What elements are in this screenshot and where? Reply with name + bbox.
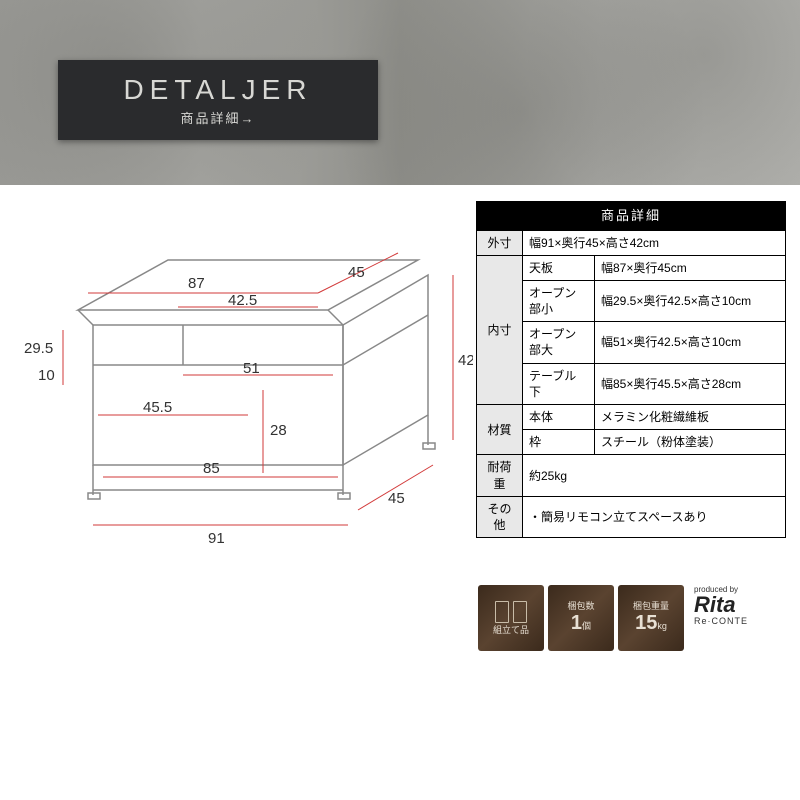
spec-sub: 天板 bbox=[523, 255, 595, 280]
tool-icon bbox=[495, 601, 509, 623]
dim-inner-w: 45.5 bbox=[143, 399, 172, 416]
spec-cat: 耐荷重 bbox=[477, 455, 523, 496]
spec-sub: 枠 bbox=[523, 430, 595, 455]
badge-package-count: 梱包数 1個 bbox=[548, 585, 614, 651]
dimension-drawing: 87 42.5 45 29.5 10 51 45.5 85 28 91 45 4… bbox=[18, 215, 473, 555]
badge-row: 組立て品 梱包数 1個 梱包重量 15kg produced by Rita R… bbox=[478, 585, 748, 651]
dim-shelf: 51 bbox=[243, 360, 260, 377]
brand-name: Rita bbox=[694, 594, 748, 616]
dim-depth: 45 bbox=[388, 490, 405, 507]
badge-assembly: 組立て品 bbox=[478, 585, 544, 651]
dim-under-h: 28 bbox=[270, 422, 287, 439]
spec-sub: オープン部大 bbox=[523, 322, 595, 363]
spec-val: 幅91×奥行45×高さ42cm bbox=[523, 230, 786, 255]
badge-top: 梱包重量 bbox=[633, 601, 669, 612]
banner-image: DETALJER 商品詳細→ bbox=[0, 0, 800, 185]
badge-package-weight: 梱包重量 15kg bbox=[618, 585, 684, 651]
dim-total-w: 91 bbox=[208, 530, 225, 547]
spec-val: 幅29.5×奥行42.5×高さ10cm bbox=[595, 280, 786, 321]
spec-val: 約25kg bbox=[523, 455, 786, 496]
badge-num: 1 bbox=[571, 612, 582, 634]
tool-icon bbox=[513, 601, 527, 623]
badge-unit: 個 bbox=[582, 621, 591, 631]
spec-cat: その他 bbox=[477, 496, 523, 537]
dim-top-width: 87 bbox=[188, 275, 205, 292]
brand-block: produced by Rita Re·CONTE bbox=[694, 585, 748, 626]
spec-val: スチール（粉体塗装） bbox=[595, 430, 786, 455]
dim-left-h2: 10 bbox=[38, 367, 55, 384]
dim-left-h1: 29.5 bbox=[24, 340, 53, 357]
spec-sub: オープン部小 bbox=[523, 280, 595, 321]
content-area: 87 42.5 45 29.5 10 51 45.5 85 28 91 45 4… bbox=[0, 185, 800, 800]
spec-val: メラミン化粧繊維板 bbox=[595, 405, 786, 430]
dim-top-mid: 42.5 bbox=[228, 292, 257, 309]
detaljer-sign: DETALJER 商品詳細→ bbox=[58, 60, 378, 140]
spec-val: 幅85×奥行45.5×高さ28cm bbox=[595, 363, 786, 404]
dim-total-h: 42 bbox=[458, 352, 473, 369]
spec-cat: 外寸 bbox=[477, 230, 523, 255]
badge-top: 梱包数 bbox=[567, 601, 594, 612]
spec-val: 幅87×奥行45cm bbox=[595, 255, 786, 280]
dim-top-right: 45 bbox=[348, 264, 365, 281]
dim-inner-bottom: 85 bbox=[203, 460, 220, 477]
spec-cat: 材質 bbox=[477, 405, 523, 455]
badge-num: 15 bbox=[635, 612, 657, 634]
spec-val: 幅51×奥行42.5×高さ10cm bbox=[595, 322, 786, 363]
sign-subtitle: 商品詳細→ bbox=[180, 108, 255, 127]
badge-label: 組立て品 bbox=[493, 625, 529, 636]
spec-sub: テーブル下 bbox=[523, 363, 595, 404]
spec-cat: 内寸 bbox=[477, 255, 523, 404]
brand-sub: Re·CONTE bbox=[694, 616, 748, 626]
sign-title: DETALJER bbox=[123, 74, 312, 106]
spec-val: ・簡易リモコン立てスペースあり bbox=[523, 496, 786, 537]
spec-header: 商品詳細 bbox=[477, 202, 786, 231]
spec-sub: 本体 bbox=[523, 405, 595, 430]
badge-unit: kg bbox=[657, 621, 667, 631]
spec-table: 商品詳細 外寸 幅91×奥行45×高さ42cm 内寸 天板 幅87×奥行45cm… bbox=[476, 201, 786, 538]
